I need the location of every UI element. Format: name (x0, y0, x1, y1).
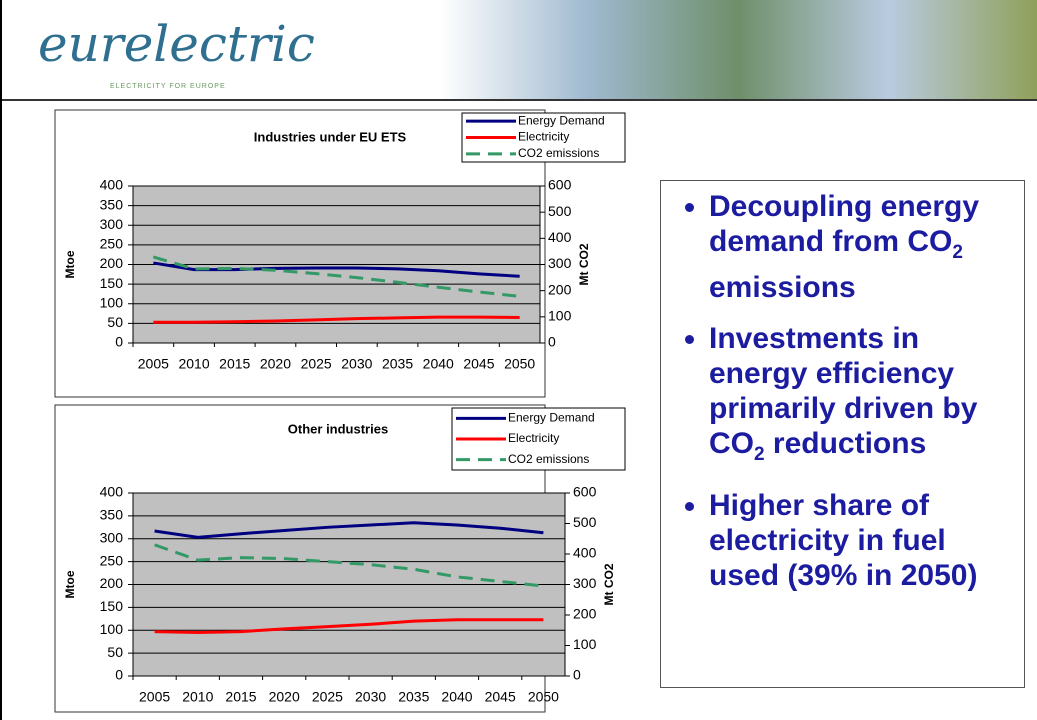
legend-label: Electricity (508, 431, 559, 445)
x-tick-label: 2045 (485, 689, 516, 705)
y2-tick-label: 200 (548, 281, 572, 297)
y2-tick-label: 500 (573, 514, 597, 530)
banner-image (440, 0, 1037, 100)
legend-label: Energy Demand (518, 113, 605, 127)
x-tick-label: 2010 (178, 356, 209, 372)
y2-axis-title: Mt CO2 (577, 243, 591, 285)
y-tick-label: 50 (107, 314, 123, 330)
y2-tick-label: 0 (548, 334, 556, 350)
y2-tick-label: 600 (548, 177, 572, 193)
y2-tick-label: 100 (573, 636, 597, 652)
bullet-list: Decoupling energy demand from CO2 emissi… (679, 189, 1010, 593)
chart-title: Industries under EU ETS (254, 129, 407, 144)
legend-label: Electricity (518, 130, 569, 144)
y-tick-label: 250 (100, 236, 124, 252)
y-tick-label: 400 (100, 177, 124, 193)
y-tick-label: 50 (107, 644, 123, 660)
y-tick-label: 300 (100, 216, 124, 232)
y2-axis-title: Mt CO2 (602, 563, 616, 605)
bullet-text: reductions (765, 427, 927, 460)
y-tick-label: 400 (100, 484, 124, 500)
x-tick-label: 2035 (398, 689, 429, 705)
x-tick-label: 2030 (355, 689, 386, 705)
y-tick-label: 350 (100, 196, 124, 212)
y-tick-label: 100 (100, 294, 124, 310)
y2-tick-label: 100 (548, 308, 572, 324)
x-tick-label: 2045 (463, 356, 494, 372)
y-axis-title: Mtoe (63, 570, 77, 598)
legend-label: Energy Demand (508, 411, 595, 425)
bullet-text: 2 (754, 444, 765, 465)
legend-label: CO2 emissions (518, 146, 599, 160)
slide: eurelectric ELECTRICITY FOR EUROPE Indus… (0, 0, 1037, 720)
y-axis-title: Mtoe (63, 250, 77, 278)
x-tick-label: 2025 (312, 689, 343, 705)
y-tick-label: 350 (100, 507, 124, 523)
bullet-box: Decoupling energy demand from CO2 emissi… (660, 180, 1025, 688)
x-tick-label: 2005 (138, 356, 169, 372)
x-tick-label: 2050 (504, 356, 535, 372)
x-tick-label: 2035 (382, 356, 413, 372)
y-tick-label: 200 (100, 575, 124, 591)
x-tick-label: 2040 (441, 689, 472, 705)
bullet-text: Higher share of electricity in fuel used… (709, 489, 977, 592)
y2-tick-label: 300 (573, 575, 597, 591)
y-tick-label: 0 (115, 667, 123, 683)
x-tick-label: 2010 (182, 689, 213, 705)
y-tick-label: 200 (100, 255, 124, 271)
bullet: Higher share of electricity in fuel used… (709, 488, 1010, 593)
y2-tick-label: 300 (548, 255, 572, 271)
chart-title: Other industries (288, 421, 388, 436)
tagline: ELECTRICITY FOR EUROPE (110, 83, 226, 90)
bullet: Investments in energy efficiency primari… (709, 321, 1010, 472)
y2-tick-label: 0 (573, 667, 581, 683)
x-tick-label: 2015 (219, 356, 250, 372)
y-tick-label: 150 (100, 275, 124, 291)
x-tick-label: 2030 (341, 356, 372, 372)
bullet-text: Decoupling energy demand from CO (709, 190, 979, 258)
y-tick-label: 100 (100, 621, 124, 637)
bullet-text: 2 (952, 242, 963, 263)
y2-tick-label: 200 (573, 606, 597, 622)
x-tick-label: 2020 (269, 689, 300, 705)
y-tick-label: 300 (100, 529, 124, 545)
logo: eurelectric (38, 15, 315, 73)
x-tick-label: 2050 (528, 689, 559, 705)
x-tick-label: 2025 (301, 356, 332, 372)
legend-label: CO2 emissions (508, 452, 589, 466)
y2-tick-label: 500 (548, 203, 572, 219)
bullet: Decoupling energy demand from CO2 emissi… (709, 189, 1010, 305)
bullet-text: emissions (709, 271, 856, 304)
y2-tick-label: 400 (548, 229, 572, 245)
y-tick-label: 250 (100, 552, 124, 568)
x-tick-label: 2020 (260, 356, 291, 372)
y-tick-label: 0 (115, 334, 123, 350)
y2-tick-label: 400 (573, 545, 597, 561)
x-tick-label: 2015 (225, 689, 256, 705)
y2-tick-label: 600 (573, 484, 597, 500)
y-tick-label: 150 (100, 598, 124, 614)
x-tick-label: 2040 (423, 356, 454, 372)
x-tick-label: 2005 (139, 689, 170, 705)
